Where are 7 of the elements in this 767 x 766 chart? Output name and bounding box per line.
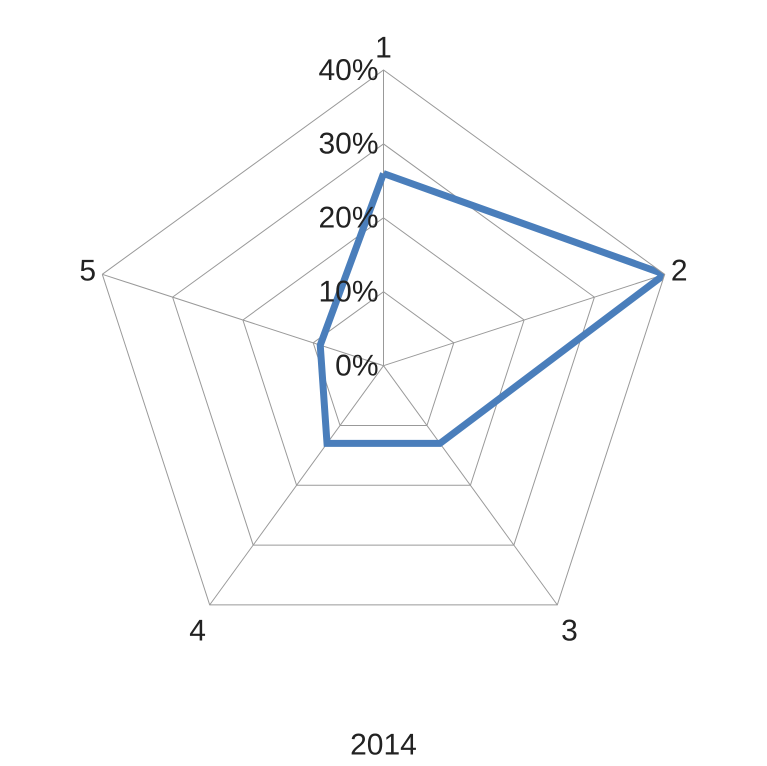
spoke-label: 4 [189, 614, 206, 648]
text: 2014 [350, 728, 417, 762]
spoke-label: 2 [670, 254, 688, 288]
spoke-label: 5 [79, 254, 96, 288]
spoke-label: 3 [561, 614, 578, 648]
y-tick-label: 0% [335, 349, 378, 382]
y-tick-label: 30% [318, 128, 378, 161]
